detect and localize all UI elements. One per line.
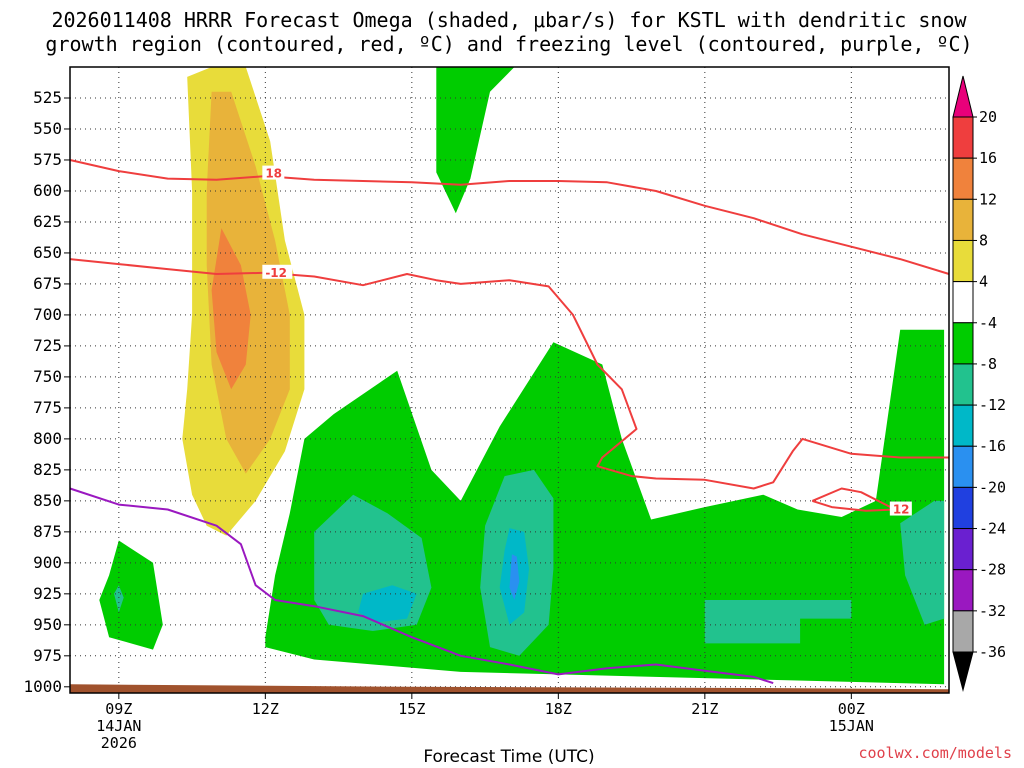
chart-title-line-2: growth region (contoured, red, ºC) and f… — [45, 32, 972, 56]
colorbar-label-12: -32 — [979, 602, 1006, 620]
y-tick-label-600: 600 — [33, 181, 62, 200]
colorbar-label-10: -24 — [979, 520, 1006, 538]
y-tick-label-625: 625 — [33, 212, 62, 231]
shade-green_main — [265, 329, 945, 685]
y-tick-label-525: 525 — [33, 88, 62, 107]
colorbar-box-9 — [952, 486, 974, 530]
x-tick-label-9-1: 14JAN — [96, 717, 141, 735]
y-tick-label-975: 975 — [33, 646, 62, 665]
colorbar-label-8: -16 — [979, 437, 1006, 455]
y-tick-label-650: 650 — [33, 243, 62, 262]
plot-frame — [69, 66, 950, 694]
colorbar-label-4: 4 — [979, 273, 988, 291]
y-tick-label-725: 725 — [33, 336, 62, 355]
y-tick-label-750: 750 — [33, 367, 62, 386]
y-tick-label-700: 700 — [33, 305, 62, 324]
shade-green_top — [436, 67, 515, 214]
contour-label-dgz_-12_loop: 12 — [893, 503, 910, 517]
colorbar-label-7: -12 — [979, 396, 1006, 414]
plot-area: 18 -12 12 — [69, 66, 950, 694]
colorbar-box-0 — [952, 116, 974, 159]
x-tick-label-15-0: 15Z — [398, 700, 425, 718]
colorbar-label-5: -4 — [979, 314, 997, 332]
colorbar-label-9: -20 — [979, 478, 1006, 496]
x-tick-label-18-0: 18Z — [545, 700, 572, 718]
x-tick-label-24-0: 00Z — [838, 700, 865, 718]
colorbar-label-6: -8 — [979, 355, 997, 373]
chart-title-line-1: 2026011408 HRRR Forecast Omega (shaded, … — [51, 8, 967, 32]
x-axis-title: Forecast Time (UTC) — [423, 747, 594, 767]
y-tick-label-900: 900 — [33, 553, 62, 572]
y-tick-label-1000: 1000 — [23, 677, 62, 696]
colorbar-box-10 — [952, 528, 974, 571]
colorbar-label-1: 16 — [979, 149, 997, 167]
omega-shading — [99, 67, 945, 685]
shade-teal_right — [900, 500, 945, 625]
contour-label-dgz_-12: -12 — [265, 266, 287, 280]
y-tick-label-950: 950 — [33, 615, 62, 634]
y-tick-label-550: 550 — [33, 119, 62, 138]
y-tick-label-775: 775 — [33, 398, 62, 417]
contour-label-bg-dgz_-18 — [262, 165, 285, 180]
y-tick-label-800: 800 — [33, 429, 62, 448]
shade-orange_12_16 — [211, 228, 251, 390]
terrain-band — [70, 684, 949, 693]
y-tick-label-825: 825 — [33, 460, 62, 479]
colorbar-box-8 — [952, 445, 974, 488]
shade-cyan_left — [358, 585, 417, 623]
colorbar-label-0: 20 — [979, 108, 997, 126]
colorbar-box-4 — [952, 281, 974, 324]
colorbar-label-2: 12 — [979, 190, 997, 208]
terrain-fill — [70, 684, 949, 693]
colorbar-box-7 — [952, 404, 974, 447]
y-tick-label-675: 675 — [33, 274, 62, 293]
shade-teal_small — [114, 585, 124, 613]
shade-teal_right_low — [704, 600, 852, 644]
shade-green_small — [99, 540, 163, 650]
colorbar-box-5 — [952, 322, 974, 365]
colorbar: 20 16 12 8 4 -4 -8 -12 -16 -20 -24 -28 -32 -36 — [952, 75, 1006, 692]
x-tick-label-9-0: 09Z — [105, 700, 132, 718]
colorbar-box-3 — [952, 239, 974, 283]
contour-label-dgz_-18: 18 — [265, 167, 282, 181]
colorbar-box-12 — [952, 610, 974, 653]
colorbar-label-3: 8 — [979, 231, 988, 249]
credit-text: coolwx.com/models — [858, 744, 1012, 762]
contour-label-bg-dgz_-12_loop — [889, 501, 912, 516]
x-tick-label-24-1: 15JAN — [829, 717, 874, 735]
colorbar-box-11 — [952, 569, 974, 612]
y-tick-label-875: 875 — [33, 522, 62, 541]
colorbar-label-13: -36 — [979, 643, 1006, 661]
shade-blue_mid — [509, 554, 520, 600]
colorbar-box-2 — [952, 198, 974, 241]
x-tick-label-9-2: 2026 — [101, 734, 137, 752]
x-tick-label-21-0: 21Z — [691, 700, 718, 718]
colorbar-box-6 — [952, 363, 974, 406]
y-tick-label-850: 850 — [33, 491, 62, 510]
contour-dgz_-18 — [69, 159, 950, 275]
y-tick-label-925: 925 — [33, 584, 62, 603]
x-tick-label-12-0: 12Z — [252, 700, 279, 718]
contour-label-bg-dgz_-12 — [262, 264, 293, 279]
contour-freezing_level — [69, 487, 774, 685]
colorbar-box-1 — [952, 157, 974, 200]
colorbar-top-triangle — [952, 75, 974, 118]
colorbar-label-11: -28 — [979, 561, 1006, 579]
y-axis: 525 550 575 600 625 650 675 700 725 750 775 800 825 8… — [23, 88, 70, 696]
contour-lines: 18 -12 12 — [69, 159, 950, 685]
colorbar-bottom-triangle — [952, 651, 974, 692]
y-tick-label-575: 575 — [33, 150, 62, 169]
